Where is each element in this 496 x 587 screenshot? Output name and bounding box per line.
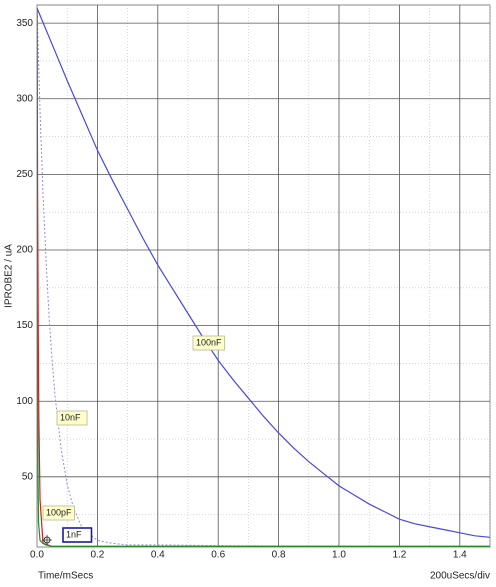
- cursor-cross: [42, 535, 52, 545]
- y-tick-label: 350: [16, 18, 33, 29]
- x-tick-label: 1.0: [332, 550, 346, 561]
- series-line: [37, 7, 490, 538]
- x-tick-label: 0.8: [272, 550, 286, 561]
- y-tick-label: 250: [16, 169, 33, 180]
- series-label-box: [42, 505, 75, 521]
- x-axis-label: Time/mSecs: [38, 571, 93, 582]
- legend-entry: 10nF: [60, 412, 81, 422]
- series-line: [37, 8, 490, 547]
- series-label: 100pF: [42, 505, 75, 521]
- x-tick-label: 0.0: [30, 550, 44, 561]
- series-label: 100nF: [192, 335, 225, 351]
- x-tick-label: 1.2: [392, 550, 406, 561]
- scale-label: 200uSecs/div: [430, 571, 490, 582]
- y-tick-label: 150: [16, 320, 33, 331]
- y-tick-label: 200: [16, 245, 33, 256]
- x-tick-label: 0.2: [90, 550, 104, 561]
- legend-entry: 1nF: [66, 529, 82, 539]
- x-tick-label: 0.4: [151, 550, 165, 561]
- legend-entry: 100nF: [196, 337, 222, 347]
- series-label-box: [56, 410, 88, 426]
- series-label-box: [62, 527, 93, 543]
- series-label-box: [192, 335, 225, 351]
- plot-frame: [36, 4, 491, 548]
- x-tick-label: 0.6: [211, 550, 225, 561]
- y-tick-label: 300: [16, 93, 33, 104]
- series-label: 10nF: [56, 410, 88, 426]
- series-label: 1nF: [62, 527, 93, 543]
- y-axis-label: IPROBE2 / uA: [4, 244, 15, 308]
- legend-entry: 100pF: [46, 507, 72, 517]
- y-tick-label: 50: [22, 471, 34, 482]
- y-tick-label: 100: [16, 396, 33, 407]
- x-tick-label: 1.4: [453, 550, 467, 561]
